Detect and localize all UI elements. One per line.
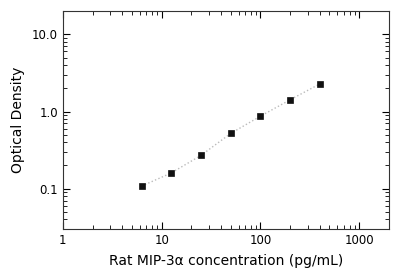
X-axis label: Rat MIP-3α concentration (pg/mL): Rat MIP-3α concentration (pg/mL) (109, 254, 343, 268)
Y-axis label: Optical Density: Optical Density (11, 67, 25, 173)
